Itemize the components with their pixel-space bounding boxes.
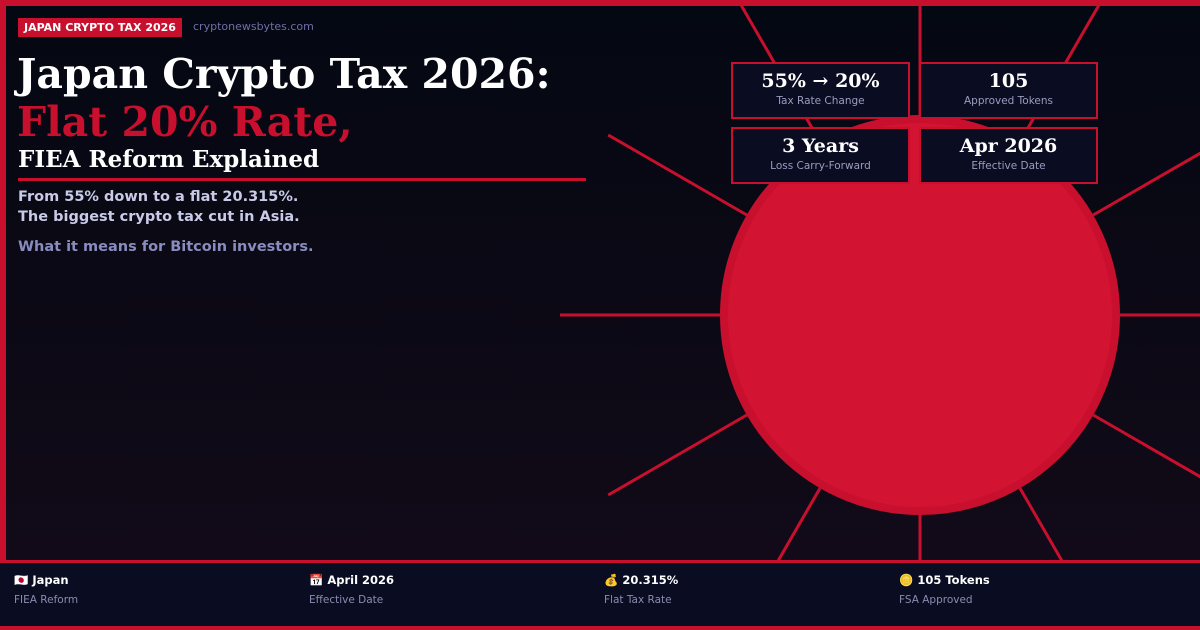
- category-badge: JAPAN CRYPTO TAX 2026: [18, 18, 182, 37]
- footer-bar: 🇯🇵 Japan FIEA Reform 📅 April 2026 Effectiv…: [0, 563, 1200, 630]
- stat-value: Apr 2026: [959, 135, 1058, 157]
- stat-value: 105: [988, 70, 1029, 92]
- footer-label: FIEA Reform: [14, 594, 79, 606]
- stat-card: 3 Years Loss Carry-Forward: [731, 127, 910, 184]
- sun-ray: [1092, 413, 1200, 479]
- footer-value: April 2026: [327, 573, 395, 587]
- sun-ray: [1092, 151, 1200, 217]
- hero-banner: JAPAN CRYPTO TAX 2026 cryptonewsbytes.co…: [0, 0, 1200, 563]
- headline-line-2: Flat 20% Rate,: [17, 98, 353, 146]
- stat-value: 55% → 20%: [761, 70, 880, 92]
- body-line-1: From 55% down to a flat 20.315%.: [18, 189, 299, 205]
- stat-label: Approved Tokens: [963, 95, 1054, 107]
- stat-label: Effective Date: [971, 160, 1046, 172]
- body-line-2: The biggest crypto tax cut in Asia.: [18, 209, 300, 225]
- coin-icon: 🪙: [899, 573, 914, 587]
- footer-item: 💰 20.315% Flat Tax Rate: [604, 573, 678, 606]
- stat-card: 105 Approved Tokens: [919, 62, 1098, 119]
- footer-item: 📅 April 2026 Effective Date: [309, 573, 394, 606]
- calendar-icon: 📅: [309, 573, 324, 587]
- stat-card: Apr 2026 Effective Date: [919, 127, 1098, 184]
- sun-ray: [776, 487, 822, 560]
- footer-value: 20.315%: [622, 573, 679, 587]
- divider: [18, 178, 586, 181]
- stat-value: 3 Years: [782, 135, 859, 157]
- footer-item: 🪙 105 Tokens FSA Approved: [899, 573, 990, 606]
- rising-sun-graphic: [560, 6, 1200, 560]
- footer-label: Flat Tax Rate: [604, 594, 672, 606]
- site-name: cryptonewsbytes.com: [193, 20, 314, 33]
- stat-card: 55% → 20% Tax Rate Change: [731, 62, 910, 119]
- stat-label: Tax Rate Change: [776, 95, 865, 107]
- headline-line-3: FIEA Reform Explained: [18, 146, 320, 173]
- footer-item: 🇯🇵 Japan FIEA Reform: [14, 573, 78, 606]
- flag-icon: 🇯🇵: [14, 573, 29, 587]
- sun-ray: [607, 413, 748, 497]
- headline-line-1: Japan Crypto Tax 2026:: [17, 50, 551, 98]
- footer-label: FSA Approved: [899, 594, 973, 606]
- money-icon: 💰: [604, 573, 619, 587]
- stat-label: Loss Carry-Forward: [770, 160, 871, 172]
- body-line-3: What it means for Bitcoin investors.: [18, 239, 314, 255]
- footer-value: Japan: [32, 573, 69, 587]
- sun-ray: [607, 133, 748, 217]
- footer-label: Effective Date: [309, 594, 384, 606]
- footer-value: 105 Tokens: [917, 573, 990, 587]
- sun-disc: [720, 115, 1120, 515]
- sun-ray: [1018, 487, 1064, 560]
